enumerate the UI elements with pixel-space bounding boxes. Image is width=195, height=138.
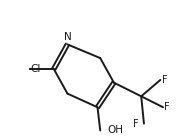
Text: OH: OH [107, 125, 123, 136]
Text: F: F [133, 119, 138, 129]
Text: F: F [164, 102, 170, 112]
Text: N: N [64, 32, 71, 42]
Text: F: F [162, 75, 167, 85]
Text: Cl: Cl [31, 64, 41, 74]
